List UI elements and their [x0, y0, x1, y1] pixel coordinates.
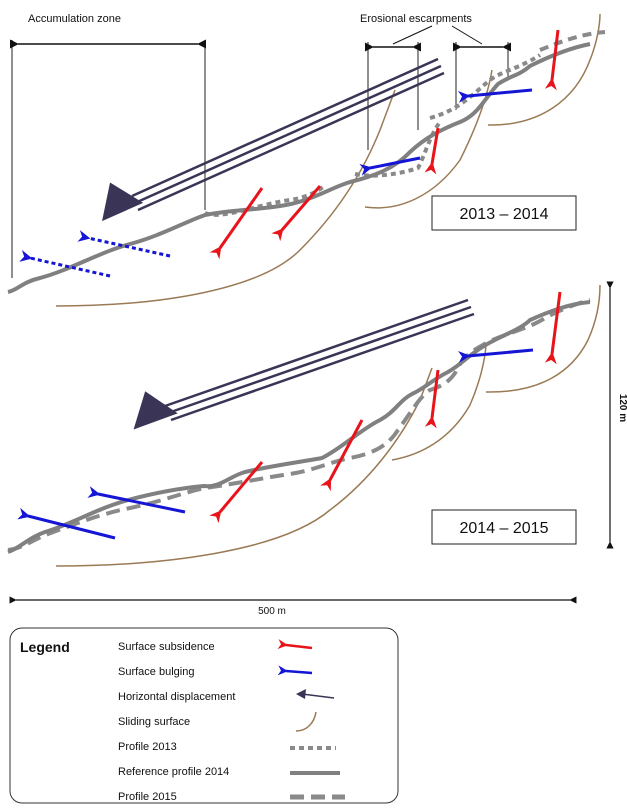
panel-2013-2014: Accumulation zone Erosional escarpments — [7, 13, 606, 307]
legend-title: Legend — [20, 639, 70, 655]
reference-profile-2014 — [7, 300, 591, 554]
legend: Legend Surface subsidence Surface bulgin… — [9, 627, 399, 804]
red-arrow-icon — [544, 291, 562, 365]
escarpment-pointer — [392, 25, 433, 45]
sliding-surface-curve — [391, 344, 487, 461]
sliding-surfaces — [55, 284, 601, 567]
red-arrow-icon — [424, 369, 440, 429]
legend-item-label: Profile 2013 — [118, 741, 177, 753]
period-label-box — [431, 509, 577, 545]
reference-profile-2014 — [7, 42, 591, 294]
sliding-surface-curve — [485, 284, 601, 393]
horizontal-displacement-arrow — [131, 57, 445, 212]
profile-2013 — [429, 53, 542, 120]
red-arrow-icon — [209, 187, 264, 260]
vertical-scale-label: 120 m — [617, 394, 627, 422]
blue-arrow-icon — [457, 88, 533, 103]
blue-arrow-icon — [87, 486, 186, 514]
accumulation-zone-label: Accumulation zone — [28, 13, 121, 25]
escarpment-pointer — [451, 25, 483, 45]
red-arrow-icon — [209, 461, 264, 524]
dark-arrow-icon-head — [296, 689, 306, 699]
sliding-surface-curve — [55, 367, 433, 567]
bulging-arrows — [17, 348, 534, 540]
dark-arrow-icon — [301, 693, 335, 699]
sliding-surfaces — [55, 13, 601, 307]
red-arrow-icon — [544, 29, 560, 91]
horizontal-displacement-arrowhead — [102, 182, 144, 222]
subsidence-arrows — [209, 291, 562, 524]
period-label-box — [431, 195, 577, 231]
red-arrow-icon — [424, 127, 440, 175]
blue-arrow-icon — [277, 665, 313, 676]
blue-arrow-icon — [17, 507, 116, 540]
profile-2015 — [7, 298, 591, 552]
profile-2013 — [539, 30, 606, 52]
blue-arrow-icon — [359, 156, 421, 176]
subsidence-arrows — [209, 29, 560, 260]
horizontal-displacement-arrow — [164, 298, 475, 422]
blue-arrow-icon — [457, 348, 534, 363]
red-arrow-icon — [271, 185, 322, 242]
legend-item-label: Reference profile 2014 — [118, 766, 229, 778]
legend-item-label: Surface bulging — [118, 666, 194, 678]
legend-item-label: Sliding surface — [118, 716, 190, 728]
panel-2014-2015: 2014 – 2015 — [7, 284, 601, 567]
sliding-surface-curve — [487, 13, 601, 126]
period-label-2014-2015: 2014 – 2015 — [460, 520, 549, 537]
horizontal-displacement-arrowhead — [133, 391, 178, 430]
profile-2013 — [354, 120, 442, 178]
red-arrow-icon — [320, 419, 364, 492]
brown-curve-icon — [295, 711, 317, 732]
erosional-escarpments-label: Erosional escarpments — [360, 13, 472, 25]
red-arrow-icon — [277, 639, 313, 650]
bulging-arrows — [19, 88, 533, 278]
legend-item-label: Surface subsidence — [118, 641, 215, 653]
legend-item-label: Profile 2015 — [118, 791, 177, 803]
horizontal-scale-label: 500 m — [258, 606, 286, 617]
period-label-2013-2014: 2013 – 2014 — [460, 206, 549, 223]
legend-item-label: Horizontal displacement — [118, 691, 235, 703]
